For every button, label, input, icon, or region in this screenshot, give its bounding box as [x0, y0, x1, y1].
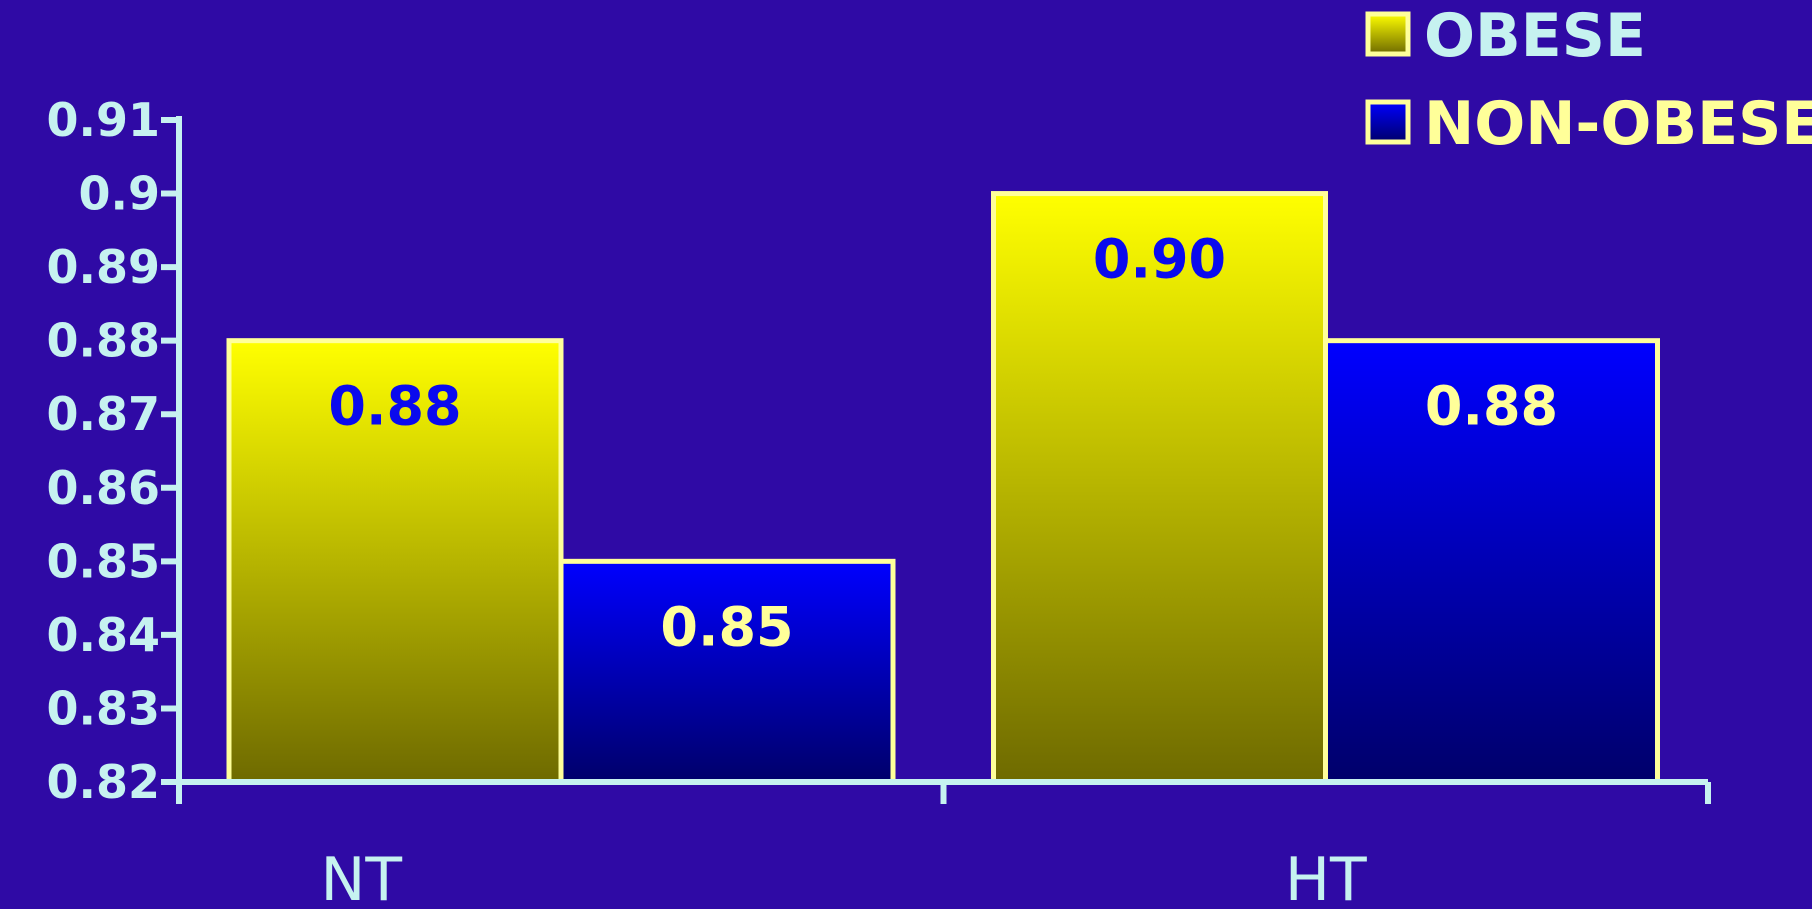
y-tick-label: 0.83 [47, 681, 161, 735]
legend-swatch-obese [1365, 11, 1411, 57]
legend: OBESE NON-OBESE [1365, 1, 1812, 159]
bar-nonobese-nt [558, 558, 896, 785]
axes [176, 116, 1711, 804]
y-tick-label: 0.82 [47, 755, 161, 809]
legend-label-nonobese: NON-OBESE [1424, 89, 1812, 159]
y-tick-label: 0.91 [47, 93, 161, 147]
y-tick-label: 0.89 [47, 240, 161, 294]
category-label-nt: NT [320, 845, 402, 904]
legend-label-obese: OBESE [1424, 1, 1646, 71]
y-axis-ticks: 0.91 0.9 0.89 0.88 0.87 0.86 0.85 0.84 0.83 0.82 [47, 93, 179, 809]
bars [226, 191, 1660, 785]
legend-swatch-nonobese [1365, 99, 1411, 145]
y-tick-label: 0.84 [47, 608, 161, 662]
y-tick-label: 0.86 [47, 461, 161, 515]
category-labels: NT HT [320, 845, 1367, 909]
data-label-obese-ht: 0.90 [1093, 228, 1226, 291]
data-label-nonobese-ht: 0.88 [1425, 375, 1558, 438]
y-tick-label: 0.88 [47, 314, 161, 368]
y-tick-label: 0.9 [79, 167, 161, 221]
category-label-ht: HT [1285, 845, 1367, 904]
y-tick-label: 0.87 [47, 387, 161, 441]
y-tick-label: 0.85 [47, 534, 161, 588]
data-label-nonobese-nt: 0.85 [660, 595, 793, 658]
data-label-obese-nt: 0.88 [328, 375, 461, 438]
bar-nonobese-ht [1323, 338, 1660, 785]
data-labels: 0.88 0.85 0.90 0.88 [328, 228, 1558, 659]
